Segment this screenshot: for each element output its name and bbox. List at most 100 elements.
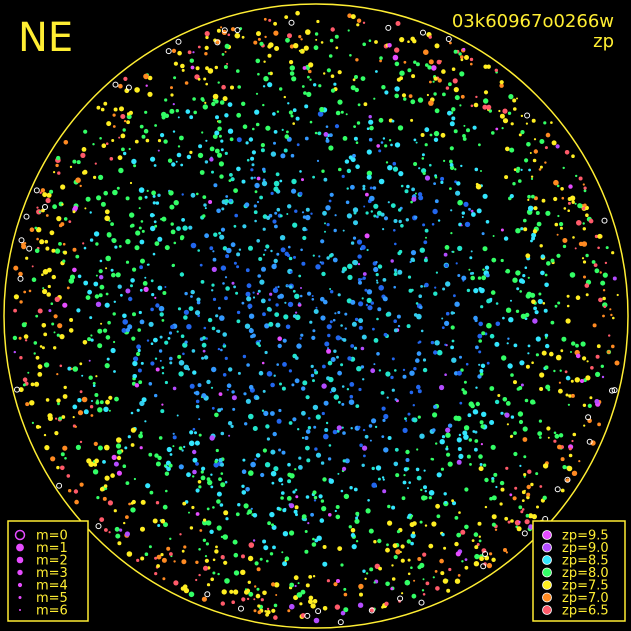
star	[566, 294, 570, 298]
star	[165, 489, 168, 493]
star	[452, 78, 458, 84]
star	[473, 561, 480, 567]
star	[362, 21, 366, 24]
star	[334, 214, 337, 217]
star	[172, 432, 175, 435]
star	[105, 399, 110, 405]
star	[549, 351, 554, 357]
star	[356, 23, 360, 27]
saturated-star	[304, 612, 311, 619]
star	[72, 247, 77, 252]
star	[355, 404, 360, 408]
star	[433, 76, 438, 81]
star	[56, 398, 61, 403]
star	[342, 459, 346, 463]
star	[344, 458, 350, 464]
star	[321, 271, 326, 277]
star	[354, 317, 359, 322]
star	[270, 249, 273, 253]
star	[111, 272, 116, 278]
star	[271, 523, 274, 527]
star	[287, 462, 291, 467]
star	[255, 122, 260, 127]
star	[43, 332, 48, 337]
star	[410, 257, 415, 262]
star	[447, 110, 452, 116]
star	[539, 139, 545, 144]
star	[214, 412, 219, 418]
star	[599, 271, 602, 274]
star	[229, 173, 233, 177]
star	[279, 87, 283, 91]
star	[420, 488, 423, 492]
star	[191, 349, 196, 353]
star	[365, 211, 369, 215]
star	[536, 221, 542, 227]
star	[237, 371, 241, 375]
star	[139, 431, 143, 435]
star	[531, 299, 536, 305]
star	[464, 565, 469, 570]
star	[87, 337, 92, 342]
star	[289, 60, 294, 65]
star	[554, 433, 560, 439]
star	[106, 232, 112, 238]
star	[343, 607, 349, 613]
star	[162, 504, 168, 510]
star	[59, 334, 65, 340]
star	[181, 449, 184, 452]
star	[113, 340, 116, 344]
star	[128, 147, 131, 151]
star	[305, 395, 310, 400]
saturated-star	[337, 619, 344, 626]
star	[272, 545, 276, 550]
star	[326, 68, 331, 73]
star	[220, 601, 225, 606]
star	[502, 397, 508, 402]
star	[521, 508, 525, 511]
star	[523, 489, 526, 492]
star	[292, 289, 296, 293]
star	[337, 293, 341, 297]
star	[545, 384, 551, 390]
star	[237, 503, 241, 507]
star	[268, 307, 272, 312]
legends: m=0m=1m=2m=3m=4m=5m=6zp=9.5zp=9.0zp=8.5z…	[14, 529, 609, 619]
star	[517, 411, 524, 417]
star	[399, 551, 402, 553]
star	[269, 292, 273, 296]
star	[241, 35, 245, 39]
star	[310, 364, 314, 368]
star	[273, 130, 278, 134]
star	[172, 386, 177, 391]
star	[415, 141, 418, 144]
star	[602, 272, 608, 278]
star	[500, 487, 505, 492]
star	[457, 274, 461, 277]
star	[132, 360, 138, 367]
star	[361, 297, 364, 300]
star	[299, 294, 303, 298]
star	[284, 134, 290, 139]
star	[207, 68, 214, 74]
star	[330, 357, 336, 362]
star	[562, 238, 568, 243]
star	[183, 315, 188, 320]
star	[538, 436, 542, 439]
star	[323, 299, 328, 305]
star	[183, 545, 187, 549]
star	[474, 167, 479, 172]
star	[270, 151, 277, 157]
star	[223, 343, 226, 346]
star	[56, 216, 62, 222]
star	[230, 424, 234, 428]
star	[523, 473, 527, 477]
star	[127, 435, 131, 439]
star	[550, 121, 553, 124]
star	[97, 343, 103, 349]
star	[531, 514, 538, 520]
star	[301, 178, 304, 182]
star	[160, 518, 166, 524]
star	[250, 507, 253, 510]
star	[510, 122, 514, 126]
